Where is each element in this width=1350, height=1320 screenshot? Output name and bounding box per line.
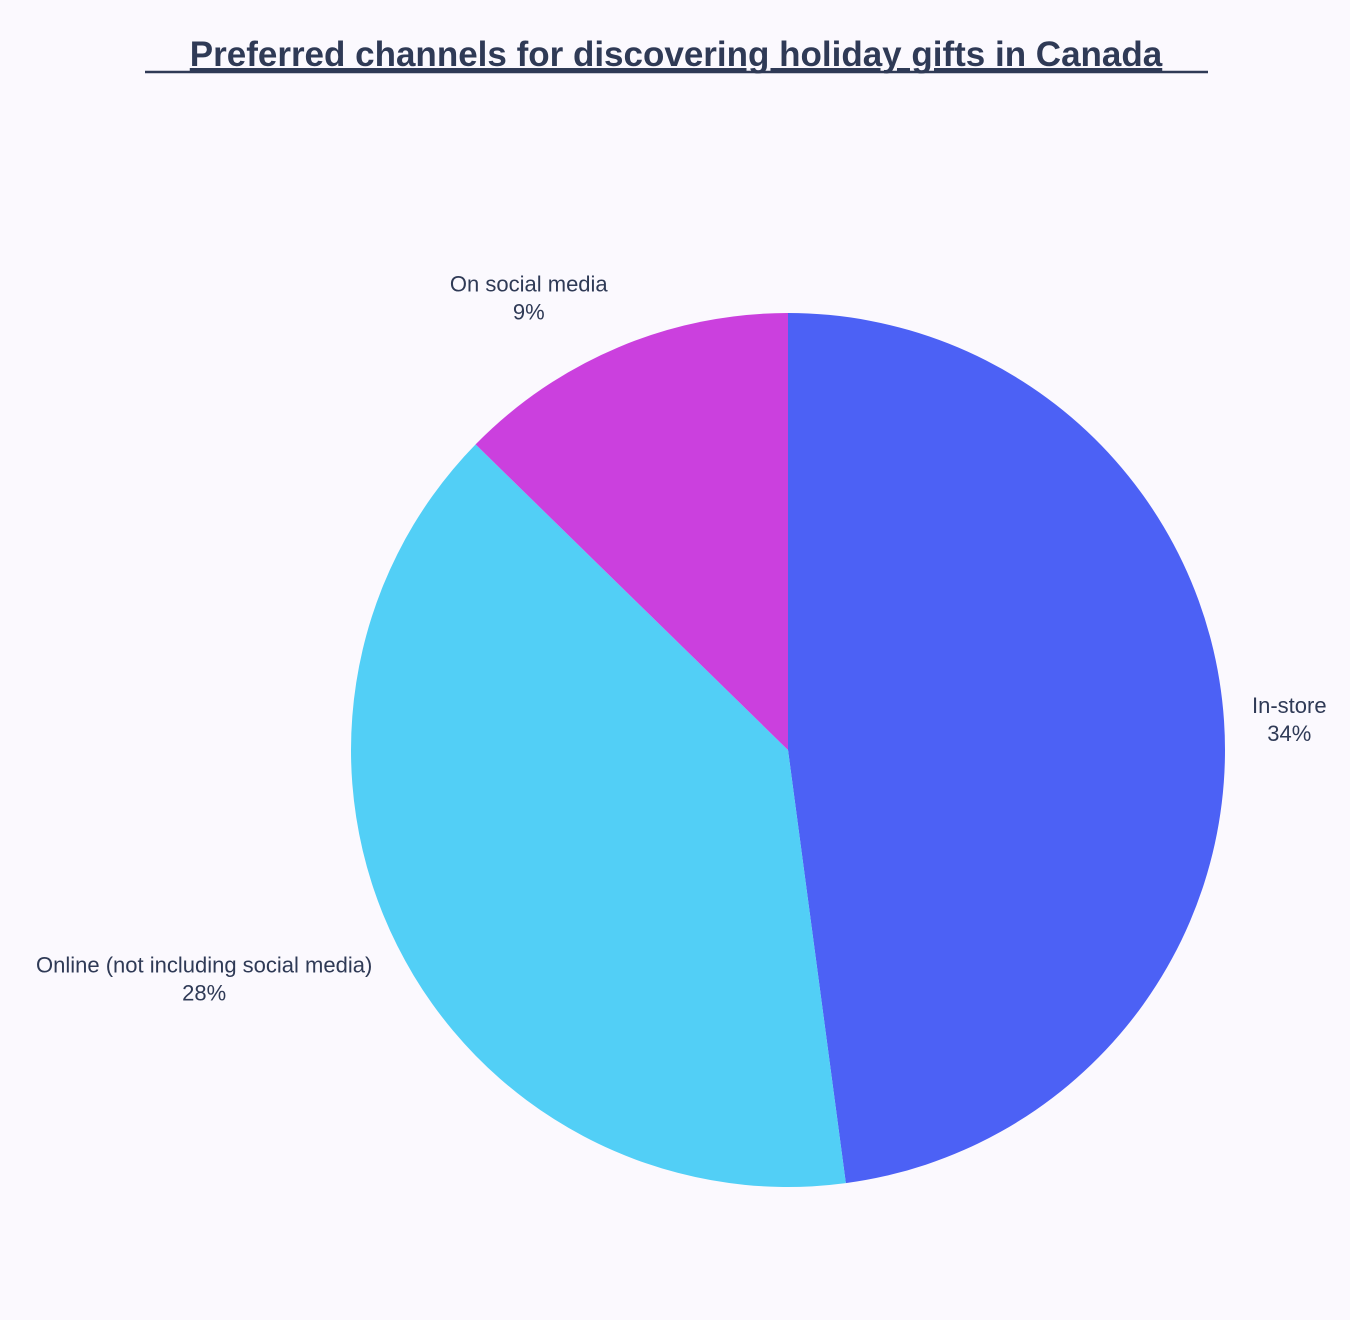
pie-slice-in-store — [788, 313, 1225, 1184]
chart-title: Preferred channels for discovering holid… — [190, 35, 1163, 74]
slice-value-label: 28% — [182, 980, 226, 1005]
slice-value-label: 9% — [513, 299, 545, 324]
pie-slice-online-not-including-social-media — [350, 444, 846, 1187]
pie-slice-on-social-media — [475, 313, 788, 750]
slice-label: Online (not including social media) — [36, 952, 372, 977]
pie-slices — [350, 313, 1225, 1187]
pie-labels: In-store 34% Online (not including social … — [36, 271, 1327, 1005]
slice-value-label: 34% — [1267, 721, 1311, 746]
slice-label: On social media — [450, 271, 609, 296]
slice-label: In-store — [1252, 693, 1327, 718]
